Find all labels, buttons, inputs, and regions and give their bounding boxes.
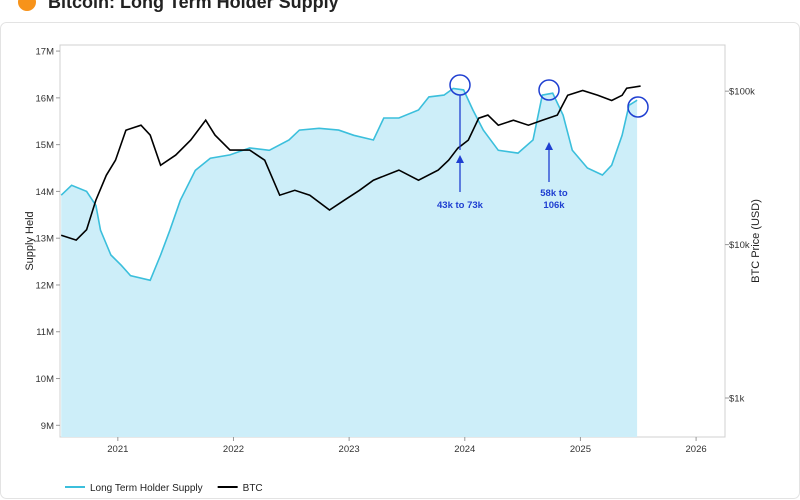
x-tick-label: 2021 [107, 444, 128, 455]
series-line [60, 85, 641, 242]
x-tick-label: 2025 [570, 444, 591, 455]
annotation: 58k to 106k [540, 188, 568, 211]
annotation: 43k to 73k [437, 200, 484, 211]
bitcoin-icon [18, 0, 36, 11]
y-tick-label: 17M [36, 47, 55, 58]
annotation-line-text: 106k [543, 200, 565, 211]
annotation-arrow [545, 142, 553, 150]
highlight-circle [538, 79, 560, 101]
annotation-line-text: 58k to [540, 188, 568, 199]
x-tick-label: 2024 [454, 444, 475, 455]
y2-tick-label: $1k [729, 394, 745, 405]
y-tick-label: 14M [36, 187, 55, 198]
y-tick-label: 15M [36, 140, 55, 151]
annotation-arrow [456, 155, 464, 163]
y2-tick-label: $100k [729, 87, 755, 98]
chart-title: Bitcoin: Long Term Holder Supply [48, 0, 339, 12]
legend-label: Long Term Holder Supply [90, 483, 203, 494]
highlight-circle [627, 96, 649, 118]
x-tick-label: 2022 [223, 444, 244, 455]
y-tick-label: 16M [36, 93, 55, 104]
series-area [61, 88, 638, 437]
y2-axis-label: BTC Price (USD) [750, 199, 762, 283]
y-tick-label: 9M [41, 421, 54, 432]
x-tick-label: 2026 [686, 444, 707, 455]
legend-label: BTC [243, 483, 263, 494]
y-tick-label: 13M [36, 234, 55, 245]
y-tick-label: 12M [36, 280, 55, 291]
series-line [60, 87, 638, 282]
y2-tick-label: $10k [729, 240, 750, 251]
x-tick-label: 2023 [339, 444, 360, 455]
y-axis-label: Supply Held [24, 211, 36, 270]
y-tick-label: 10M [36, 374, 55, 385]
y-tick-label: 11M [36, 327, 54, 338]
